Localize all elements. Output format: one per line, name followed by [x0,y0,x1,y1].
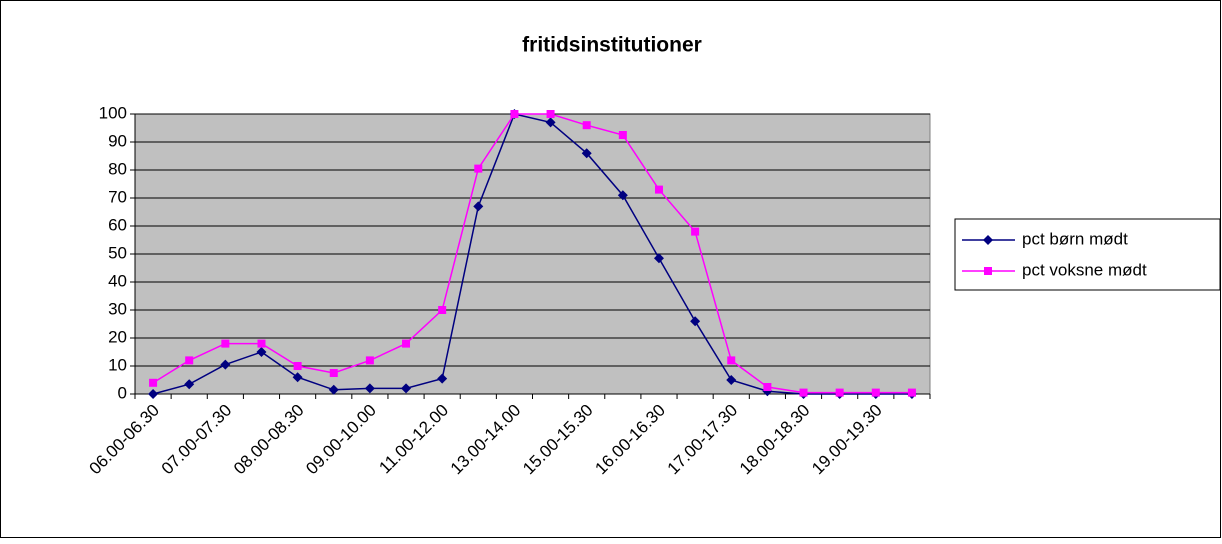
y-tick-label: 90 [108,131,127,150]
chart-title: fritidsinstitutioner [522,34,702,57]
marker [654,185,663,194]
marker [907,388,916,397]
marker [329,369,338,377]
y-tick-label: 100 [99,103,127,122]
marker [618,131,627,139]
y-tick-label: 30 [108,299,127,318]
marker [691,227,700,236]
marker [364,383,375,394]
legend-label: pct voksne mødt [1022,260,1147,279]
legend-label: pct børn mødt [1022,229,1128,248]
marker [871,388,880,397]
marker [474,164,483,173]
marker [185,356,194,365]
y-tick-label: 80 [108,159,127,178]
marker [220,359,231,370]
marker [256,347,267,357]
y-tick-label: 50 [108,243,127,262]
y-tick-label: 0 [118,383,127,402]
marker [727,356,736,365]
marker [763,383,772,391]
marker [546,110,555,118]
marker [581,148,592,159]
marker [402,339,411,348]
series-line [152,113,912,394]
marker [438,306,447,314]
marker [617,190,628,201]
marker [984,267,992,275]
marker [726,375,737,385]
legend [954,218,1221,291]
marker [184,379,195,390]
marker [510,110,519,118]
marker [690,316,701,327]
y-tick-label: 10 [108,355,127,374]
marker [293,362,302,370]
marker [835,388,844,397]
marker [257,339,266,348]
y-tick-label: 40 [108,271,127,290]
marker [653,253,664,264]
marker [799,388,808,397]
marker [473,201,484,212]
marker [292,372,303,383]
marker [365,356,374,365]
y-tick-label: 20 [108,327,127,346]
series-line [152,113,912,395]
marker [582,121,591,130]
marker [437,373,448,384]
marker [149,378,158,387]
marker [148,389,159,399]
marker [983,235,993,245]
marker [328,384,339,395]
marker [401,383,412,394]
y-tick-label: 60 [108,215,127,234]
y-tick-label: 70 [108,187,127,206]
marker [221,339,230,348]
marker [545,117,556,128]
